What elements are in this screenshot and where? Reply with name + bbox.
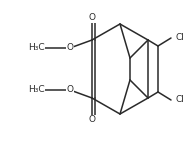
Text: Cl: Cl <box>175 95 184 105</box>
Text: O: O <box>67 86 74 94</box>
Text: H₃C: H₃C <box>28 43 45 53</box>
Text: O: O <box>67 43 74 53</box>
Text: Cl: Cl <box>175 34 184 42</box>
Text: H₃C: H₃C <box>28 86 45 94</box>
Text: O: O <box>88 14 95 22</box>
Text: O: O <box>88 115 95 125</box>
